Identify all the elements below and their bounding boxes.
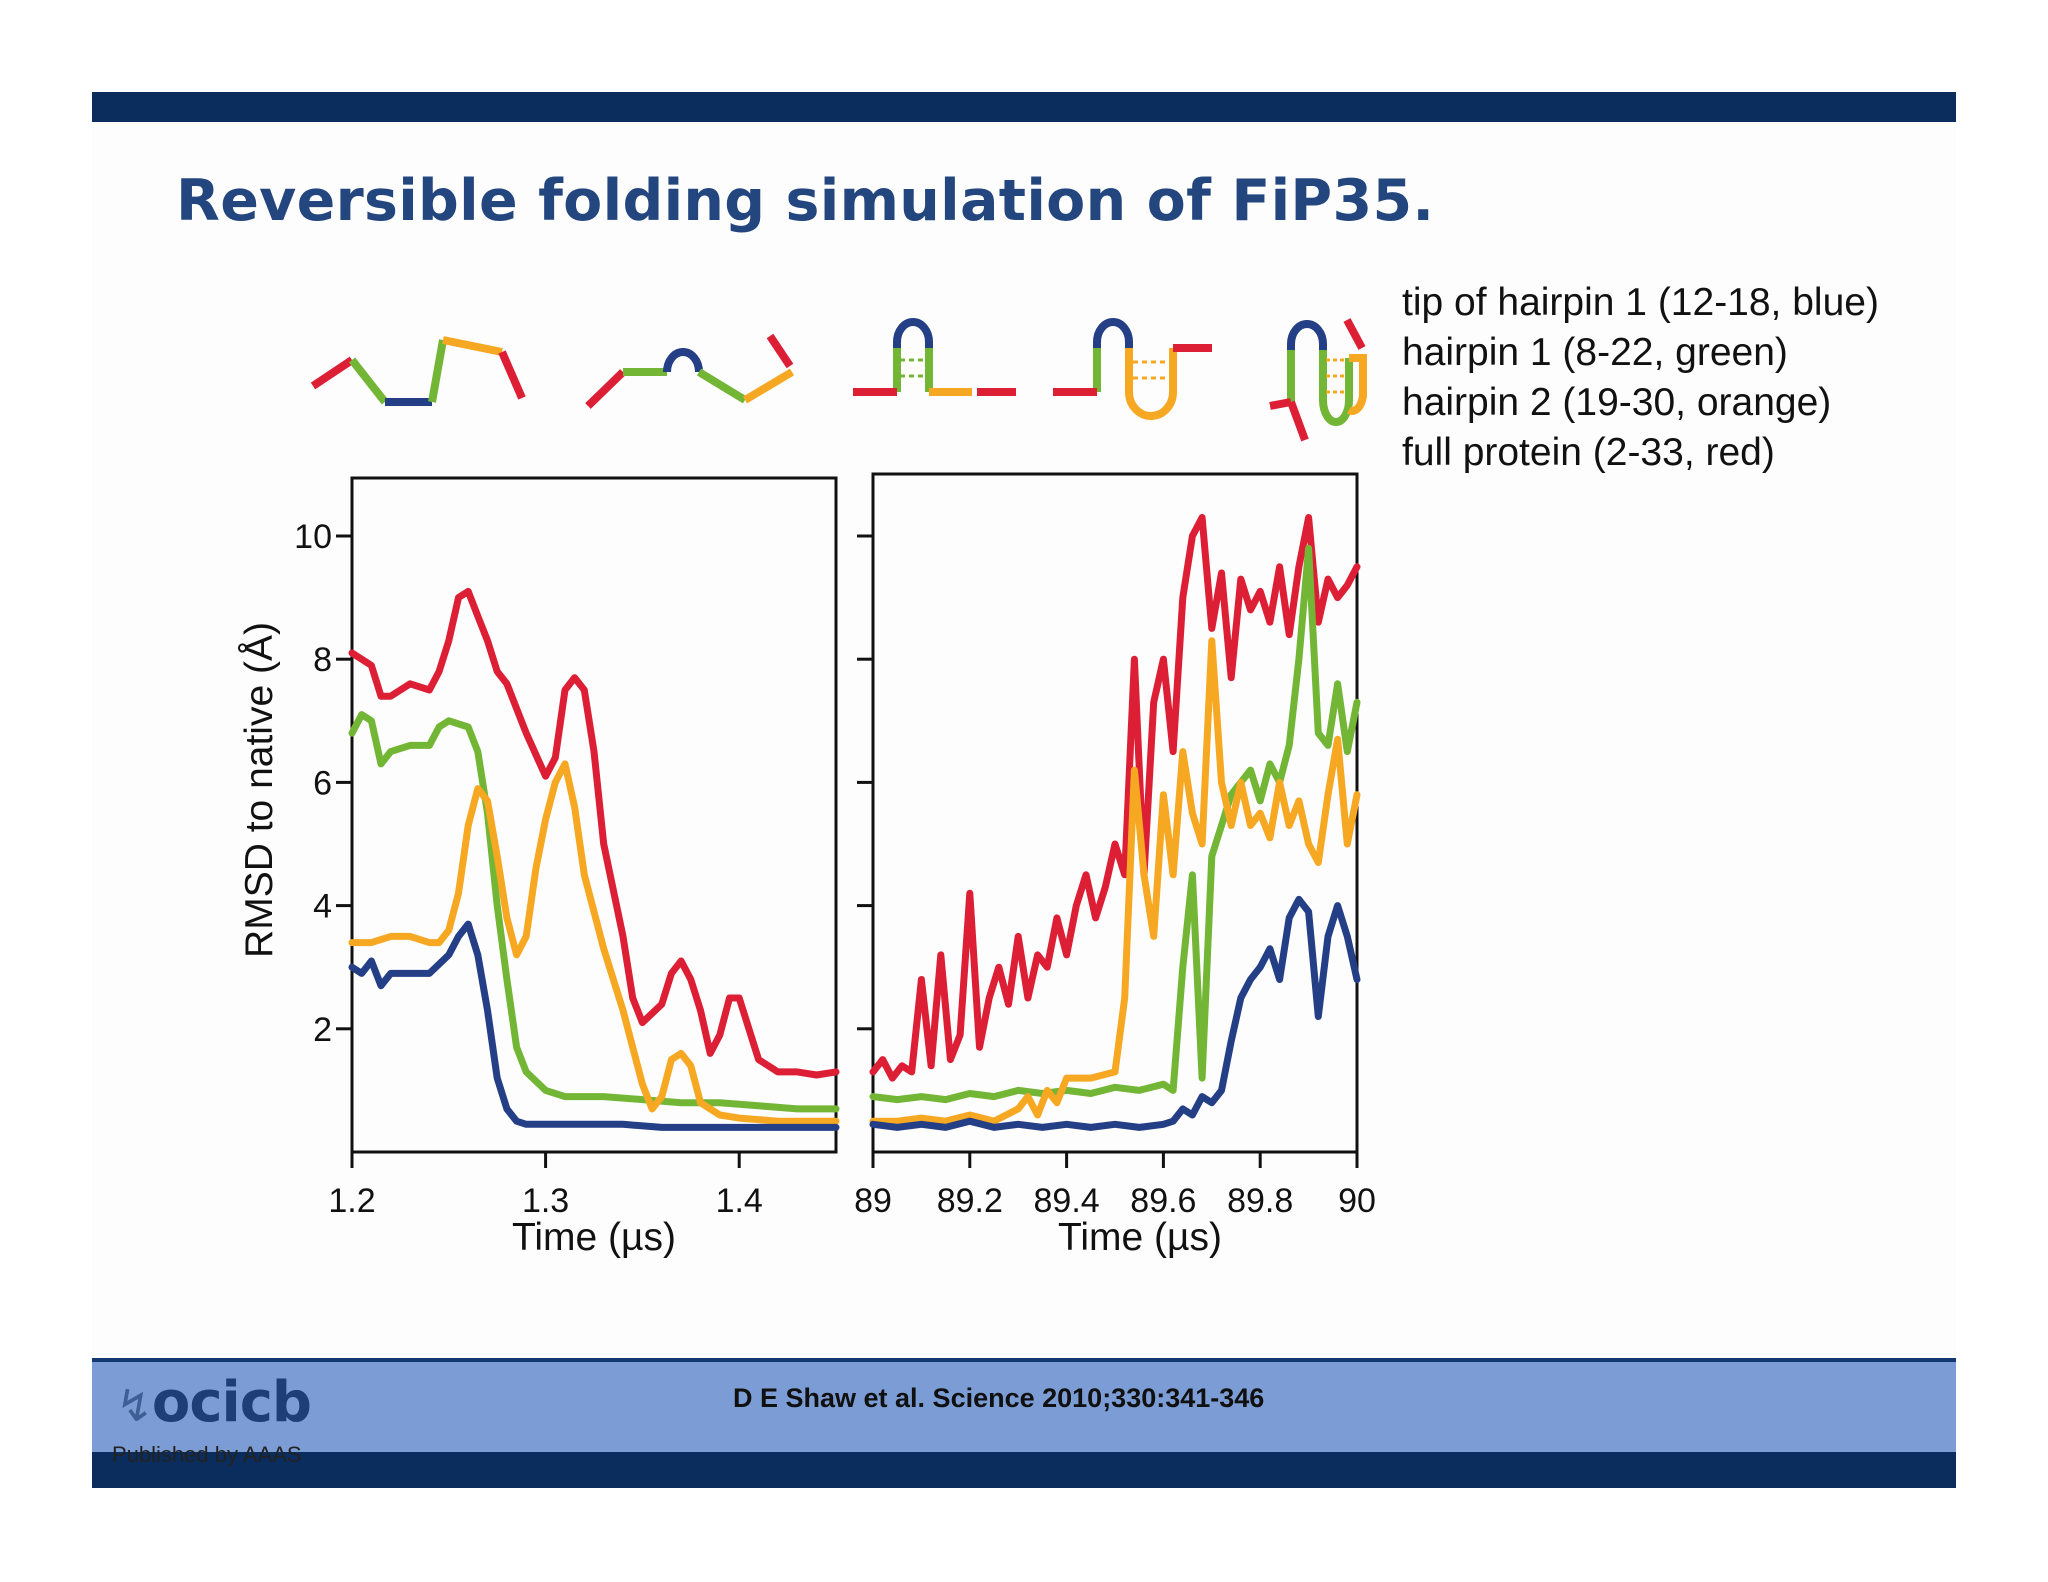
left-plot-lines [348,587,840,1131]
y-tick-label: 2 [313,1011,332,1049]
y-tick-label: 6 [313,764,332,802]
right-x-tick-label: 89.6 [1130,1182,1196,1220]
right-x-axis-label: Time (µs) [1058,1216,1222,1259]
left-x-axis: 1.2 1.3 1.4 [328,1152,763,1220]
footer-bottom-band [92,1452,1956,1488]
right-x-tick-label: 89 [854,1182,892,1220]
publisher-note: Published by AAAS [112,1442,302,1467]
right-x-tick-label: 89.8 [1227,1182,1293,1220]
legend-entry-green: hairpin 1 (8-22, green) [1402,331,1788,374]
page-title: Reversible folding simulation of FiP35. [176,168,1435,234]
folding-schematics [310,318,1367,442]
right-x-axis: 89 89.2 89.4 89.6 89.8 90 [854,1152,1376,1220]
schematic-both-hairpins [1053,318,1212,420]
logo-text: ocicb [151,1370,312,1435]
legend: tip of hairpin 1 (12-18, blue) hairpin 1… [1402,278,1879,478]
left-series-red [348,587,840,1079]
legend-entry-red: full protein (2-33, red) [1402,431,1775,474]
left-series-green [348,711,840,1113]
right-x-tick-label: 90 [1338,1182,1376,1220]
right-series-orange [869,637,1361,1125]
schematic-hairpin1-formed [853,318,1016,396]
left-series-blue [348,920,840,1131]
left-x-tick-label: 1.3 [522,1182,569,1220]
left-x-tick-label: 1.4 [716,1182,763,1220]
legend-entry-orange: hairpin 2 (19-30, orange) [1402,381,1832,424]
right-panel-frame [871,472,1359,1154]
right-series-red [869,514,1361,1082]
left-y-axis: 2 4 6 8 10 [294,518,352,1049]
dna-helix-icon: ↯ [116,1381,153,1432]
schematic-tip-formed [585,333,795,409]
right-plot-lines [869,514,1361,1131]
left-x-tick-label: 1.2 [328,1182,375,1220]
slide-background [92,92,1956,1487]
footer-band [92,1358,1956,1458]
right-y-axis [857,534,873,1031]
y-axis-label: RMSD to native (Å) [237,622,281,958]
left-series-orange [348,760,840,1125]
right-series-green [869,544,1361,1104]
left-panel-frame [350,476,838,1154]
left-x-axis-label: Time (µs) [512,1216,676,1259]
schematic-unfolded [310,336,526,406]
legend-entry-blue: tip of hairpin 1 (12-18, blue) [1402,281,1879,324]
ocicb-logo: ↯ocicb [116,1370,312,1435]
right-x-tick-label: 89.4 [1034,1182,1100,1220]
right-x-tick-label: 89.2 [937,1182,1003,1220]
right-series-blue [869,895,1361,1131]
top-band [92,92,1956,122]
citation: D E Shaw et al. Science 2010;330:341-346 [733,1383,1265,1413]
y-tick-label: 10 [294,518,332,556]
y-tick-label: 4 [313,888,332,926]
y-tick-label: 8 [313,641,332,679]
schematic-native [1269,318,1367,442]
